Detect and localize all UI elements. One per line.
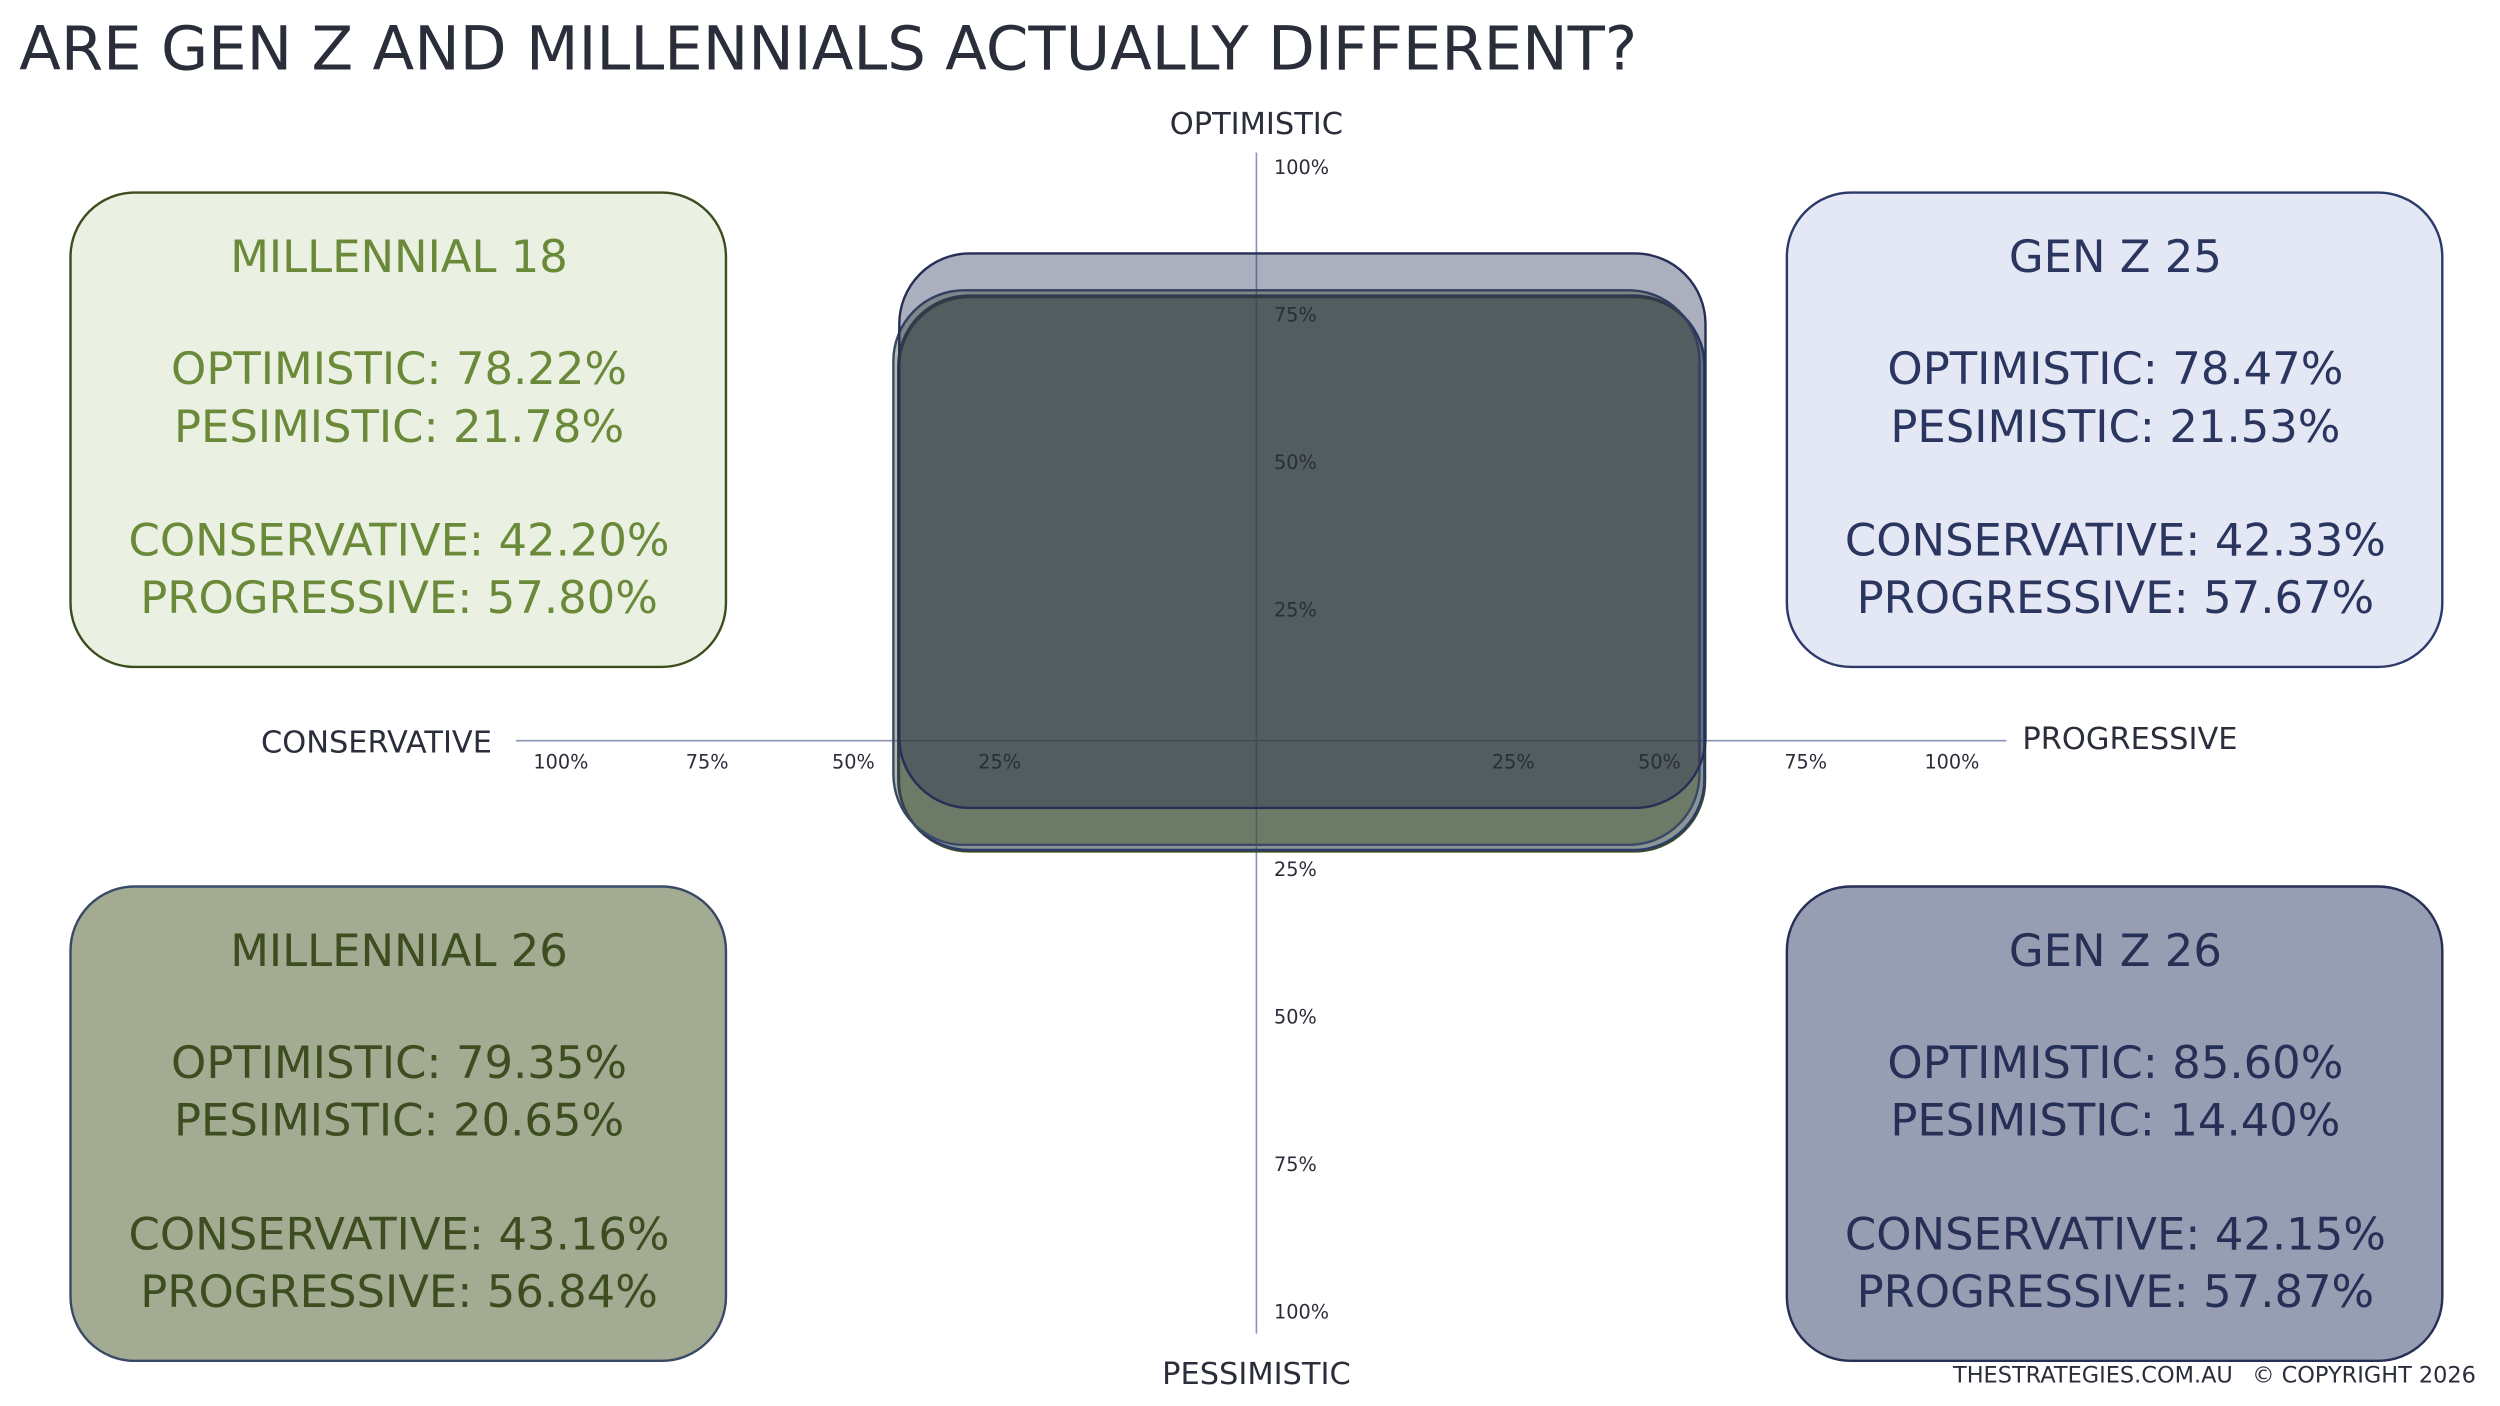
card-metric: PROGRESSIVE: 56.84% xyxy=(140,1265,658,1318)
footer-copyright: © COPYRIGHT 2026 xyxy=(2252,1362,2476,1388)
metric-label: CONSERVATIVE: xyxy=(1845,514,2201,567)
card-metric: PESIMISTIC: 20.65% xyxy=(174,1094,624,1147)
metric-label: OPTIMISTIC: xyxy=(171,342,441,395)
card-metric: OPTIMISTIC: 85.60% xyxy=(1887,1036,2343,1089)
metric-value: 42.33% xyxy=(2215,514,2386,567)
card-title: MILLENNIAL 18 xyxy=(230,230,568,283)
profile-layer xyxy=(892,252,1707,853)
card xyxy=(1785,191,2444,669)
card-metric: PROGRESSIVE: 57.80% xyxy=(140,571,658,624)
card-metric: CONSERVATIVE: 42.15% xyxy=(1845,1207,2386,1260)
metric-label: PESIMISTIC: xyxy=(174,1094,439,1147)
tick-label-right: 25% xyxy=(1492,751,1535,774)
card-metric: CONSERVATIVE: 42.33% xyxy=(1845,514,2386,567)
card-metric: PROGRESSIVE: 57.67% xyxy=(1857,571,2375,624)
metric-label: PROGRESSIVE: xyxy=(1857,1265,2189,1318)
profile-rect xyxy=(898,252,1707,810)
card-metric: OPTIMISTIC: 78.22% xyxy=(171,342,627,395)
metric-value: 42.20% xyxy=(498,514,669,567)
metric-label: OPTIMISTIC: xyxy=(1887,1036,2157,1089)
metric-label: PROGRESSIVE: xyxy=(140,1265,472,1318)
metric-label: PROGRESSIVE: xyxy=(140,571,472,624)
tick-label-bottom: 25% xyxy=(1274,858,1317,881)
axis-label-top: OPTIMISTIC xyxy=(1170,107,1343,142)
tick-label-right: 100% xyxy=(1924,751,1979,774)
tick-label-bottom: 100% xyxy=(1274,1300,1329,1323)
card xyxy=(69,191,728,669)
tick-label-bottom: 50% xyxy=(1274,1005,1317,1028)
axis-label-left: CONSERVATIVE xyxy=(261,725,492,760)
metric-value: 43.16% xyxy=(498,1207,669,1260)
metric-label: OPTIMISTIC: xyxy=(171,1036,441,1089)
metric-label: PESIMISTIC: xyxy=(174,400,439,453)
card xyxy=(69,885,728,1363)
metric-value: 78.47% xyxy=(2172,342,2343,395)
metric-label: PESIMISTIC: xyxy=(1890,400,2155,453)
metric-value: 21.53% xyxy=(2169,400,2340,453)
card xyxy=(1785,885,2444,1363)
axis-label-right: PROGRESSIVE xyxy=(2022,722,2237,757)
tick-label-top: 25% xyxy=(1274,598,1317,621)
metric-value: 85.60% xyxy=(2172,1036,2343,1089)
card-metric: OPTIMISTIC: 78.47% xyxy=(1887,342,2343,395)
footer-site: THESTRATEGIES.COM.AU xyxy=(1952,1362,2233,1388)
card-metric: PESIMISTIC: 21.53% xyxy=(1890,400,2340,453)
tick-label-left: 25% xyxy=(978,751,1021,774)
profile-rect xyxy=(892,289,1701,847)
tick-label-right: 50% xyxy=(1638,751,1681,774)
metric-value: 57.80% xyxy=(487,571,658,624)
card-metric: CONSERVATIVE: 42.20% xyxy=(129,514,670,567)
tick-label-left: 100% xyxy=(533,751,588,774)
tick-label-right: 75% xyxy=(1784,751,1827,774)
card-metric: OPTIMISTIC: 79.35% xyxy=(171,1036,627,1089)
metric-value: 79.35% xyxy=(456,1036,627,1089)
metric-value: 78.22% xyxy=(456,342,627,395)
tick-label-bottom: 75% xyxy=(1274,1153,1317,1176)
card-title: MILLENNIAL 26 xyxy=(230,924,568,977)
metric-value: 14.40% xyxy=(2169,1094,2340,1147)
axis-label-bottom: PESSIMISTIC xyxy=(1162,1357,1351,1392)
metric-value: 42.15% xyxy=(2215,1207,2386,1260)
metric-label: CONSERVATIVE: xyxy=(129,514,485,567)
card-metric: PROGRESSIVE: 57.87% xyxy=(1857,1265,2375,1318)
card-metric: PESIMISTIC: 14.40% xyxy=(1890,1094,2340,1147)
card-metric: CONSERVATIVE: 43.16% xyxy=(129,1207,670,1260)
footer: THESTRATEGIES.COM.AU © COPYRIGHT 2026 xyxy=(1952,1362,2476,1388)
metric-value: 56.84% xyxy=(487,1265,658,1318)
metric-value: 57.67% xyxy=(2203,571,2374,624)
tick-label-top: 50% xyxy=(1274,451,1317,474)
metric-label: PROGRESSIVE: xyxy=(1857,571,2189,624)
metric-value: 20.65% xyxy=(453,1094,624,1147)
tick-label-top: 100% xyxy=(1274,156,1329,179)
metric-value: 57.87% xyxy=(2203,1265,2374,1318)
tick-label-left: 75% xyxy=(686,751,729,774)
metric-label: PESIMISTIC: xyxy=(1890,1094,2155,1147)
metric-label: CONSERVATIVE: xyxy=(1845,1207,2201,1260)
metric-label: OPTIMISTIC: xyxy=(1887,342,2157,395)
tick-label-left: 50% xyxy=(832,751,875,774)
metric-label: CONSERVATIVE: xyxy=(129,1207,485,1260)
tick-label-top: 75% xyxy=(1274,303,1317,326)
card-metric: PESIMISTIC: 21.78% xyxy=(174,400,624,453)
card-title: GEN Z 26 xyxy=(2009,924,2222,977)
metric-value: 21.78% xyxy=(453,400,624,453)
card-title: GEN Z 25 xyxy=(2009,230,2222,283)
chart-title: ARE GEN Z AND MILLENNIALS ACTUALLY DIFFE… xyxy=(19,14,1637,85)
